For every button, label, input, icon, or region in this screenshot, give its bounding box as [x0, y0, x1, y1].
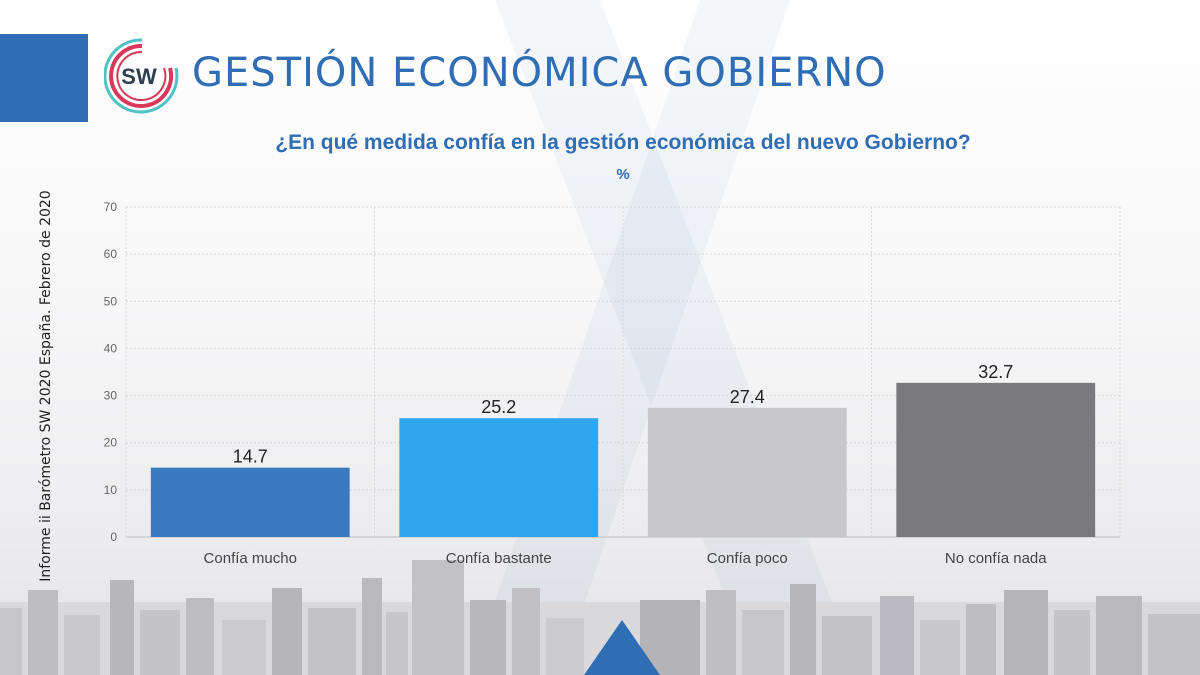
bar-value-label: 32.7: [978, 362, 1013, 382]
bar: [896, 382, 1096, 537]
city-skyline-image: [0, 560, 1200, 675]
bar-value-label: 14.7: [233, 447, 268, 467]
y-tick-label: 50: [104, 294, 118, 308]
y-tick-label: 20: [104, 436, 118, 450]
bar: [399, 418, 599, 537]
y-tick-label: 10: [104, 483, 118, 497]
bar-value-label: 25.2: [481, 397, 516, 417]
x-tick-label: Confía bastante: [446, 550, 552, 567]
y-tick-label: 60: [104, 247, 118, 261]
chart-title: ¿En qué medida confía en la gestión econ…: [275, 131, 971, 154]
bar-value-label: 27.4: [730, 387, 765, 407]
chart-bars: [150, 382, 1096, 537]
svg-text:SW: SW: [121, 64, 157, 89]
corner-accent-square: [0, 34, 88, 122]
bar: [150, 467, 350, 537]
x-tick-label: Confía poco: [707, 550, 788, 567]
x-tick-label: No confía nada: [945, 550, 1047, 567]
x-tick-label: Confía mucho: [204, 550, 297, 567]
chart-unit-label: %: [616, 166, 630, 183]
y-tick-label: 30: [104, 389, 118, 403]
y-tick-label: 40: [104, 341, 118, 355]
bar: [647, 407, 847, 537]
bottom-triangle-accent: [584, 620, 660, 675]
y-tick-label: 70: [104, 200, 118, 214]
page-title: GESTIÓN ECONÓMICA GOBIERNO: [192, 50, 887, 96]
chart-labels: 0 10 20 30 40 50 60 70 14.7 Confía mucho 25.2 Confí…: [104, 200, 1048, 567]
y-tick-label: 0: [110, 530, 117, 544]
sw-logo: SW: [104, 38, 179, 114]
